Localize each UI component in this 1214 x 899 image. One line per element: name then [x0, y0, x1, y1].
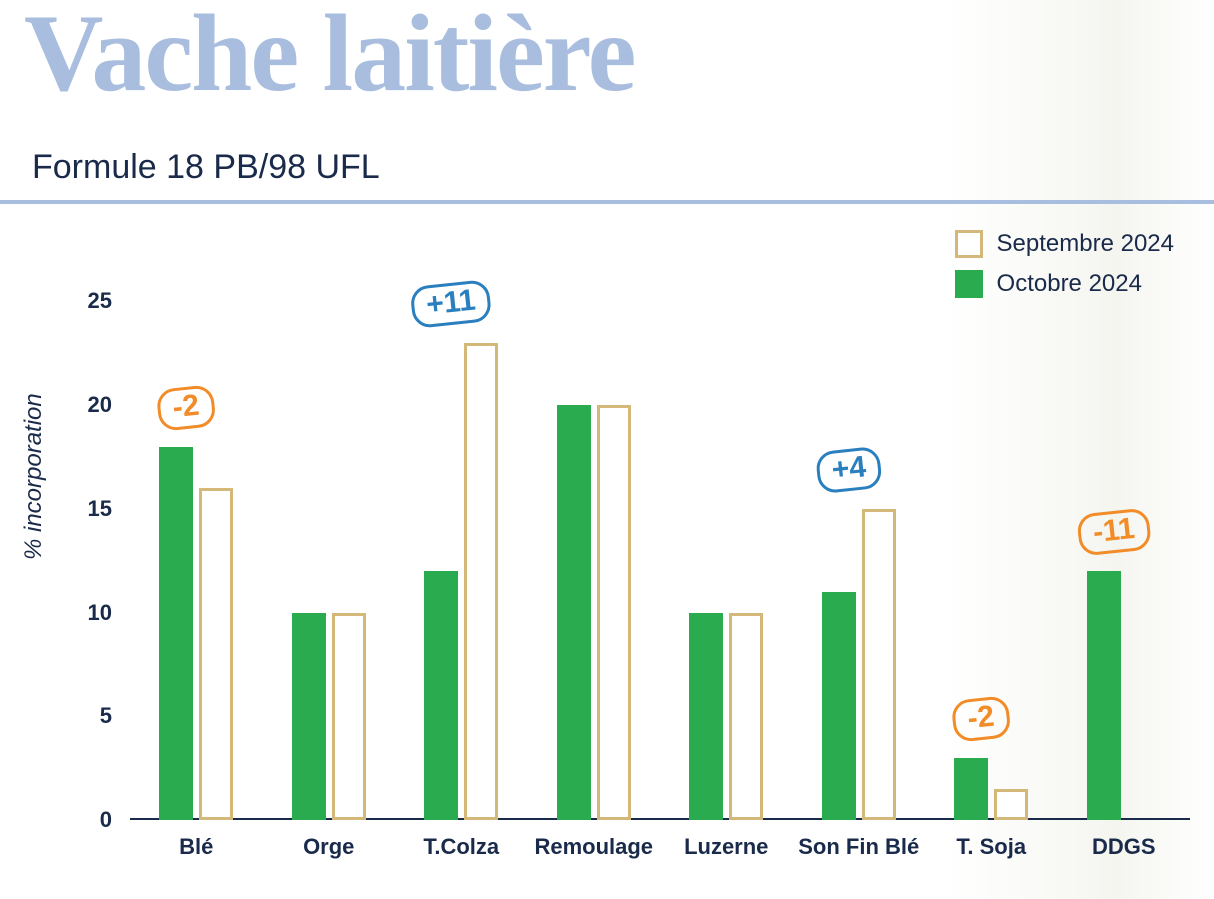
y-axis-title: % incorporation — [20, 393, 48, 560]
bar-sep — [862, 509, 896, 820]
bar-oct — [292, 613, 326, 820]
x-axis-label: T. Soja — [956, 834, 1026, 860]
bar-oct — [1087, 571, 1121, 820]
bar-oct — [557, 405, 591, 820]
x-axis-label: DDGS — [1092, 834, 1156, 860]
bar-sep — [464, 343, 498, 820]
bar-oct — [954, 758, 988, 820]
y-tick-label: 15 — [88, 496, 112, 522]
x-axis-label: Remoulage — [534, 834, 653, 860]
delta-badge: -2 — [951, 695, 1012, 743]
bar-group: Remoulage — [528, 260, 661, 820]
page: Vache laitière Formule 18 PB/98 UFL Sept… — [0, 0, 1214, 899]
bar-group: T. Soja-2 — [925, 260, 1058, 820]
delta-badge: -2 — [156, 384, 217, 432]
bar-group: Son Fin Blé+4 — [793, 260, 926, 820]
bar-sep — [199, 488, 233, 820]
bar-group: Luzerne — [660, 260, 793, 820]
legend-swatch — [955, 230, 983, 258]
x-axis-label: Luzerne — [684, 834, 768, 860]
bar-sep — [729, 613, 763, 820]
bar-oct — [159, 447, 193, 820]
plot-area: 0510152025Blé-2OrgeT.Colza+11RemoulageLu… — [130, 260, 1190, 820]
x-axis-label: Son Fin Blé — [798, 834, 919, 860]
x-axis-label: T.Colza — [423, 834, 499, 860]
bar-group: Blé-2 — [130, 260, 263, 820]
bar-oct — [822, 592, 856, 820]
delta-badge: +4 — [815, 446, 883, 494]
bar-sep — [994, 789, 1028, 820]
bar-group: T.Colza+11 — [395, 260, 528, 820]
y-tick-label: 0 — [100, 807, 112, 833]
y-tick-label: 5 — [100, 703, 112, 729]
legend-item: Septembre 2024 — [955, 230, 1174, 258]
delta-badge: -11 — [1076, 507, 1152, 556]
page-subtitle: Formule 18 PB/98 UFL — [32, 148, 380, 187]
bar-oct — [689, 613, 723, 820]
bar-group: DDGS-11 — [1058, 260, 1191, 820]
legend-label: Septembre 2024 — [997, 230, 1174, 258]
bar-sep — [332, 613, 366, 820]
y-tick-label: 20 — [88, 392, 112, 418]
x-axis-label: Blé — [179, 834, 213, 860]
bar-sep — [597, 405, 631, 820]
delta-badge: +11 — [410, 279, 493, 329]
x-axis-label: Orge — [303, 834, 354, 860]
header-rule — [0, 200, 1214, 204]
page-title: Vache laitière — [24, 0, 634, 117]
bar-group: Orge — [263, 260, 396, 820]
y-tick-label: 25 — [88, 288, 112, 314]
bar-oct — [424, 571, 458, 820]
y-tick-label: 10 — [88, 600, 112, 626]
chart: % incorporation 0510152025Blé-2OrgeT.Col… — [40, 260, 1190, 880]
